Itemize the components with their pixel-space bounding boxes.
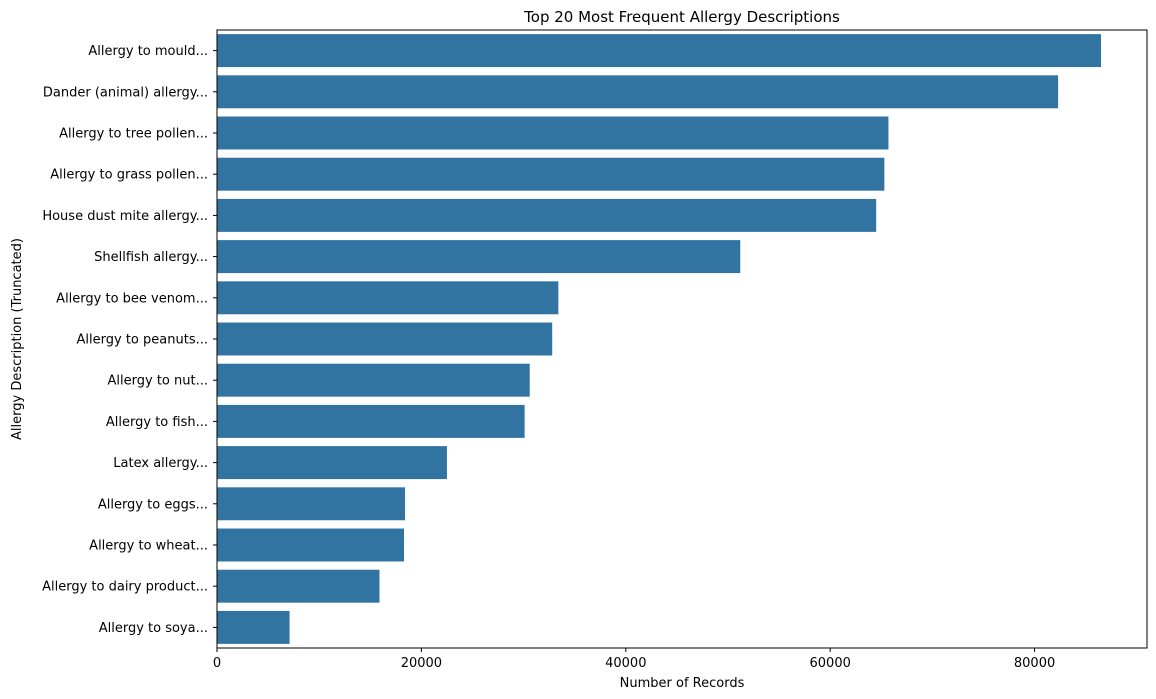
bar [217, 404, 525, 438]
bar [217, 34, 1102, 68]
bars-group [217, 34, 1102, 644]
x-tick-label: 40000 [605, 656, 646, 671]
y-tick-label: Allergy to tree pollen... [59, 127, 208, 142]
x-tick-label: 80000 [1014, 656, 1055, 671]
x-axis-ticks: 0 20000 40000 60000 80000 [213, 648, 1055, 671]
bar [217, 569, 380, 603]
y-axis-label: Allergy Description (Truncated) [10, 238, 25, 440]
bar [217, 610, 290, 644]
bar [217, 116, 889, 150]
y-tick-label: Allergy to fish... [106, 415, 208, 430]
y-tick-label: Latex allergy... [113, 456, 208, 471]
bar [217, 487, 406, 521]
y-tick-label: Allergy to grass pollen... [50, 168, 208, 183]
y-tick-label: Allergy to soya... [99, 621, 208, 636]
bar [217, 240, 741, 274]
bar [217, 281, 559, 315]
y-tick-label: Allergy to wheat... [89, 539, 208, 554]
plot-frame [216, 29, 1148, 649]
y-tick-label: Allergy to bee venom... [56, 291, 208, 306]
bar [217, 198, 877, 232]
chart-title: Top 20 Most Frequent Allergy Description… [523, 8, 840, 26]
y-axis-ticks: Allergy to mould... Dander (animal) aller… [42, 44, 217, 636]
bar [217, 75, 1059, 109]
bar [217, 157, 885, 191]
y-tick-label: Allergy to peanuts... [77, 333, 208, 348]
bar [217, 363, 530, 397]
x-tick-label: 20000 [401, 656, 442, 671]
y-tick-label: Allergy to mould... [88, 44, 208, 59]
y-tick-label: Shellfish allergy... [94, 250, 208, 265]
x-tick-label: 60000 [810, 656, 851, 671]
y-tick-label: Allergy to dairy product... [42, 580, 208, 595]
y-tick-label: Allergy to nut... [108, 374, 208, 389]
bar [217, 528, 405, 562]
bar [217, 322, 553, 356]
x-tick-label: 0 [213, 656, 221, 671]
y-tick-label: House dust mite allergy... [42, 209, 208, 224]
y-tick-label: Dander (animal) allergy... [43, 85, 208, 100]
y-tick-label: Allergy to eggs... [98, 497, 208, 512]
bar [217, 446, 447, 480]
x-axis-label: Number of Records [620, 676, 745, 691]
